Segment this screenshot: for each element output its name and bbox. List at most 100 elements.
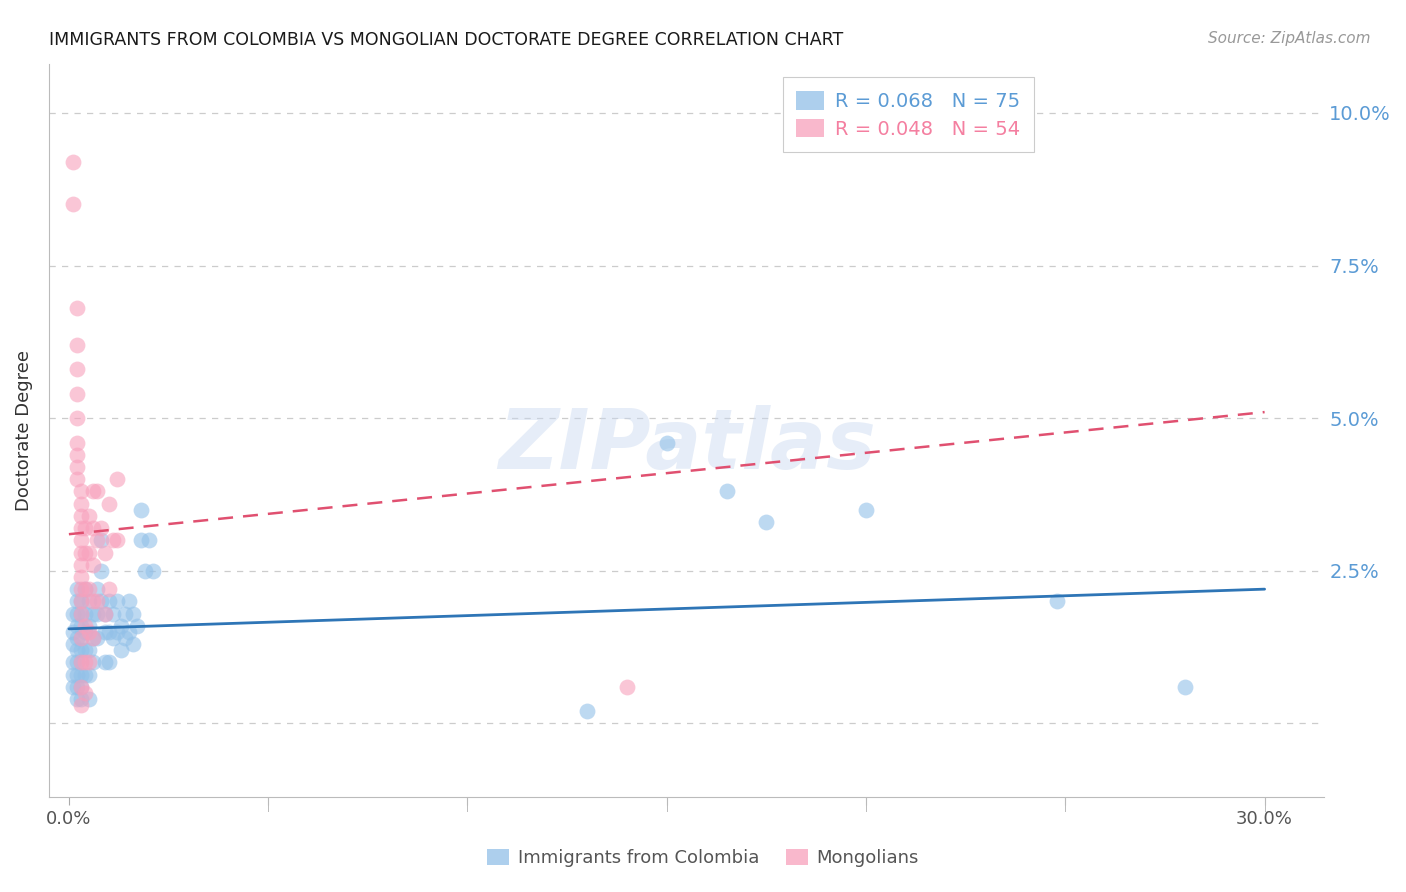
Point [70, 533, 93, 548]
Point [73, 545, 96, 559]
Point [73, 667, 96, 681]
Point [70, 497, 93, 511]
Point [62, 667, 84, 681]
Point [82, 484, 104, 499]
Legend: Immigrants from Colombia, Mongolians: Immigrants from Colombia, Mongolians [479, 841, 927, 874]
Point [70, 607, 93, 621]
Point [77, 582, 100, 596]
Point [90, 564, 112, 578]
Point [655, 435, 678, 450]
Point [90, 594, 112, 608]
Point [94, 624, 117, 639]
Point [73, 624, 96, 639]
Point [70, 484, 93, 499]
Point [77, 594, 100, 608]
Point [70, 508, 93, 523]
Point [82, 631, 104, 645]
Point [77, 692, 100, 706]
Point [82, 594, 104, 608]
Point [86, 631, 108, 645]
Point [138, 533, 160, 548]
Point [70, 545, 93, 559]
Point [62, 154, 84, 169]
Point [70, 692, 93, 706]
Point [129, 502, 152, 516]
Point [73, 686, 96, 700]
Point [1174, 680, 1197, 694]
Point [101, 533, 124, 548]
Point [118, 594, 141, 608]
Point [86, 582, 108, 596]
Point [62, 680, 84, 694]
Point [73, 643, 96, 657]
Point [70, 656, 93, 670]
Point [105, 533, 128, 548]
Point [129, 533, 152, 548]
Point [77, 545, 100, 559]
Point [94, 607, 117, 621]
Point [66, 607, 89, 621]
Point [86, 607, 108, 621]
Point [70, 594, 93, 608]
Point [73, 582, 96, 596]
Point [125, 619, 148, 633]
Point [82, 607, 104, 621]
Point [97, 656, 120, 670]
Point [855, 502, 877, 516]
Point [97, 594, 120, 608]
Point [73, 521, 96, 535]
Point [66, 472, 89, 486]
Point [70, 619, 93, 633]
Point [66, 656, 89, 670]
Point [97, 497, 120, 511]
Point [121, 637, 143, 651]
Point [66, 435, 89, 450]
Point [73, 619, 96, 633]
Point [66, 448, 89, 462]
Point [66, 619, 89, 633]
Point [121, 607, 143, 621]
Point [716, 484, 738, 499]
Point [70, 680, 93, 694]
Point [86, 594, 108, 608]
Point [118, 624, 141, 639]
Point [82, 521, 104, 535]
Point [70, 667, 93, 681]
Point [97, 624, 120, 639]
Point [70, 680, 93, 694]
Point [66, 680, 89, 694]
Point [66, 338, 89, 352]
Point [77, 624, 100, 639]
Point [66, 386, 89, 401]
Legend: R = 0.068   N = 75, R = 0.048   N = 54: R = 0.068 N = 75, R = 0.048 N = 54 [783, 78, 1033, 153]
Point [110, 619, 132, 633]
Text: Source: ZipAtlas.com: Source: ZipAtlas.com [1208, 31, 1371, 46]
Point [86, 484, 108, 499]
Point [134, 564, 156, 578]
Point [616, 680, 638, 694]
Point [77, 643, 100, 657]
Point [66, 594, 89, 608]
Point [86, 533, 108, 548]
Point [105, 594, 128, 608]
Point [94, 607, 117, 621]
Point [101, 607, 124, 621]
Point [110, 643, 132, 657]
Point [105, 624, 128, 639]
Point [62, 197, 84, 211]
Point [70, 570, 93, 584]
Point [70, 656, 93, 670]
Point [97, 582, 120, 596]
Point [73, 582, 96, 596]
Point [101, 631, 124, 645]
Point [70, 582, 93, 596]
Point [62, 656, 84, 670]
Point [62, 624, 84, 639]
Point [82, 558, 104, 572]
Point [70, 698, 93, 713]
Point [70, 631, 93, 645]
Point [66, 411, 89, 425]
Text: IMMIGRANTS FROM COLOMBIA VS MONGOLIAN DOCTORATE DEGREE CORRELATION CHART: IMMIGRANTS FROM COLOMBIA VS MONGOLIAN DO… [49, 31, 844, 49]
Point [66, 667, 89, 681]
Point [94, 545, 117, 559]
